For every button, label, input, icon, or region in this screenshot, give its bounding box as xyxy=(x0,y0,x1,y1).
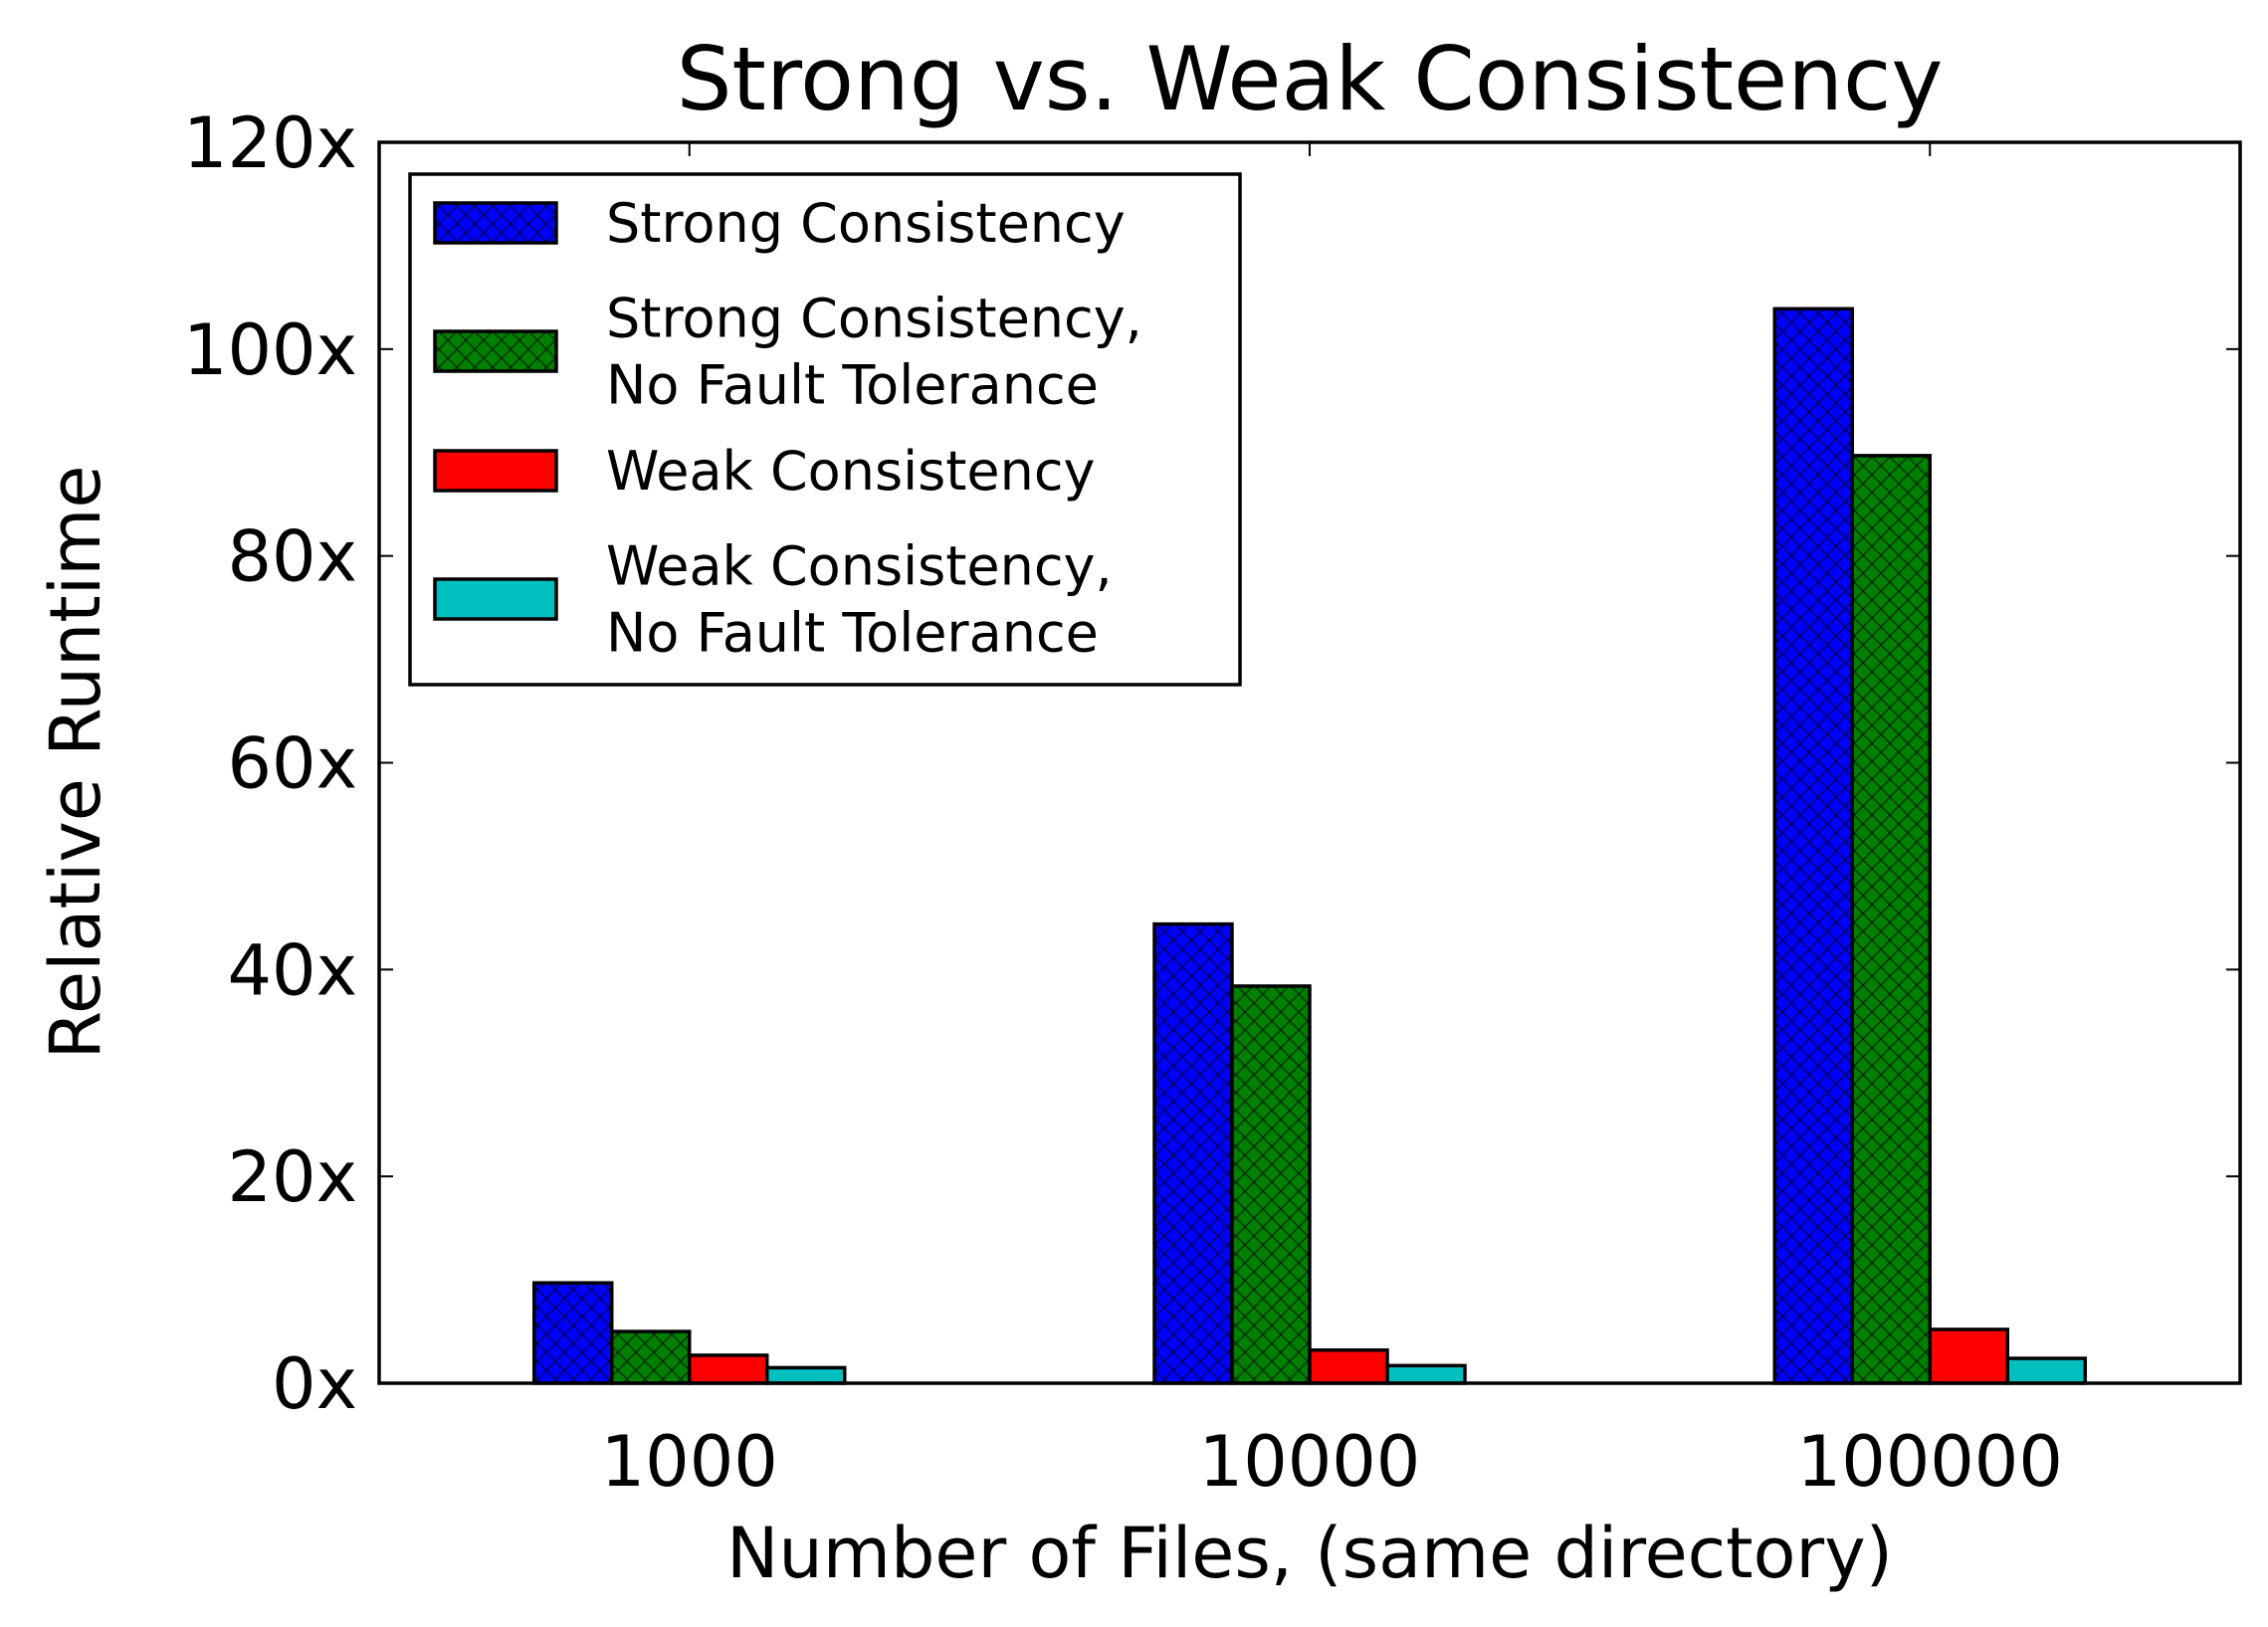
legend-label: No Fault Tolerance xyxy=(606,354,1099,417)
x-tick-label: 1000 xyxy=(601,1421,778,1503)
y-tick-label: 20x xyxy=(228,1136,358,1218)
bar-hatch xyxy=(1154,923,1232,1383)
y-tick-label: 120x xyxy=(183,102,357,184)
y-tick-label: 60x xyxy=(228,723,358,805)
bar-hatch xyxy=(1852,455,1931,1383)
bar xyxy=(687,1353,769,1385)
bar xyxy=(2005,1356,2088,1385)
y-axis-label: Relative Runtime xyxy=(35,466,116,1060)
bar-hatch xyxy=(611,1331,690,1383)
bar-hatch xyxy=(533,1283,612,1383)
bar-hatch xyxy=(1774,308,1853,1383)
bar xyxy=(764,1365,847,1385)
y-axis-ticks: 0x 20x 40x 60x 80x 100x 120x xyxy=(183,102,2240,1425)
legend-swatch xyxy=(433,577,558,621)
plot-frame xyxy=(377,140,2242,1385)
x-tick-label: 10000 xyxy=(1199,1421,1421,1503)
legend-label: Weak Consistency, xyxy=(606,535,1113,598)
bar-hatch xyxy=(1232,985,1310,1383)
legend-label: No Fault Tolerance xyxy=(606,602,1099,665)
y-tick-label: 0x xyxy=(272,1343,357,1425)
x-tick-label: 100000 xyxy=(1797,1421,2063,1503)
legend-label: Strong Consistency, xyxy=(606,288,1142,350)
bar xyxy=(1385,1363,1467,1385)
legend-swatch xyxy=(433,449,558,493)
y-tick-label: 80x xyxy=(228,516,358,598)
y-tick-label: 40x xyxy=(228,929,358,1011)
bar-series xyxy=(531,306,2088,1385)
x-axis-ticks: 1000 10000 100000 xyxy=(601,142,2063,1503)
legend-label: Strong Consistency xyxy=(606,192,1126,255)
legend-label: Weak Consistency xyxy=(606,440,1095,503)
legend-swatch-hatch xyxy=(435,203,556,243)
x-axis-label: Number of Files, (same directory) xyxy=(726,1513,1893,1594)
legend-swatch-hatch xyxy=(435,331,556,371)
y-tick-label: 100x xyxy=(183,309,357,391)
bar xyxy=(1928,1327,2010,1385)
bar xyxy=(1308,1347,1389,1385)
chart-title: Strong vs. Weak Consistency xyxy=(677,28,1944,130)
